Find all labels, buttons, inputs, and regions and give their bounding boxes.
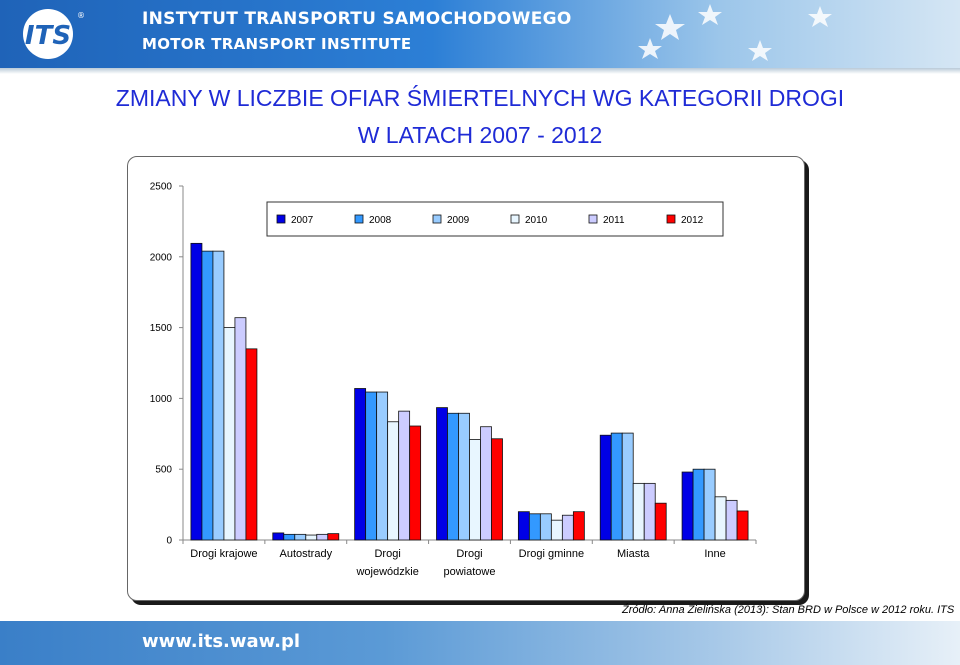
bar	[234, 317, 247, 541]
legend-label: 2008	[369, 215, 392, 226]
bar	[654, 502, 667, 541]
legend-label: 2012	[681, 215, 704, 226]
bar	[632, 482, 645, 541]
bar	[387, 421, 400, 541]
bar	[316, 533, 329, 541]
bar	[458, 412, 470, 541]
bar-chart: 0 500 1000 1500 2000 2500 Drogi krajowe Autostr…	[150, 182, 757, 578]
institute-name-en: MOTOR TRANSPORT INSTITUTE	[142, 35, 412, 53]
bar	[294, 533, 307, 541]
bar	[409, 425, 422, 541]
y-tick-label: 500	[155, 465, 172, 476]
x-tick-label: Drogi krajowe	[190, 548, 257, 560]
legend-label: 2011	[603, 215, 625, 226]
svg-text:ITS: ITS	[25, 21, 71, 51]
bar	[447, 412, 459, 541]
bar	[703, 468, 716, 541]
institute-name-pl: INSTYTUT TRANSPORTU SAMOCHODOWEGO	[142, 9, 572, 29]
legend-swatch	[354, 214, 364, 224]
bar	[528, 513, 541, 541]
x-tick-label: Autostrady	[279, 548, 332, 560]
y-tick-label: 2500	[150, 182, 173, 193]
bar	[245, 348, 258, 541]
footer-banner: www.its.waw.pl	[0, 621, 960, 665]
legend-swatch	[588, 214, 598, 224]
header-shadow	[0, 68, 960, 74]
bar	[599, 434, 612, 541]
bar	[398, 410, 411, 541]
bar	[539, 513, 552, 541]
x-tick-label: Drogi	[374, 548, 400, 560]
page-title-line2: W LATACH 2007 - 2012	[357, 122, 603, 148]
bar	[223, 327, 236, 541]
legend-label: 2007	[291, 215, 314, 226]
bar	[714, 496, 727, 541]
source-note: Źródło: Anna Zielińska (2013): Stan BRD …	[622, 604, 955, 616]
header-banner: ITS ® INSTYTUT TRANSPORTU SAMOCHODOWEGO …	[0, 0, 960, 68]
x-tick-label: Inne	[704, 548, 725, 560]
bar	[469, 439, 481, 541]
x-tick-label: Miasta	[617, 548, 650, 560]
page-title-line1: ZMIANY W LICZBIE OFIAR ŚMIERTELNYCH WG K…	[115, 85, 845, 111]
x-tick-label: wojewódzkie	[355, 566, 418, 578]
x-tick-label: Drogi gminne	[519, 548, 584, 560]
bar	[725, 499, 738, 541]
bar	[736, 510, 749, 541]
bar	[365, 391, 378, 541]
bar	[550, 519, 563, 541]
stars-decoration	[638, 4, 832, 61]
x-tick-label: powiatowe	[444, 566, 496, 578]
legend-swatch	[276, 214, 286, 224]
legend-label: 2009	[447, 215, 470, 226]
chart-frame: 0 500 1000 1500 2000 2500 Drogi krajowe Autostr…	[127, 156, 805, 601]
bar	[681, 471, 694, 541]
y-tick-label: 1000	[150, 394, 173, 405]
bar	[190, 242, 203, 541]
bar	[327, 533, 340, 541]
bar	[610, 432, 623, 541]
legend-swatch	[510, 214, 520, 224]
bar	[572, 511, 585, 541]
legend-label: 2010	[525, 215, 548, 226]
svg-text:®: ®	[77, 11, 84, 20]
y-tick-label: 0	[166, 536, 172, 547]
bar	[272, 532, 285, 541]
legend-swatch	[432, 214, 442, 224]
bar	[212, 250, 225, 541]
y-tick-label: 2000	[150, 252, 173, 263]
bar	[480, 426, 492, 541]
bar	[305, 534, 318, 541]
x-tick-label: Drogi	[456, 548, 482, 560]
its-logo: ITS ®	[23, 9, 84, 59]
bar	[201, 250, 214, 541]
bar	[643, 482, 656, 541]
bar	[692, 468, 705, 541]
y-tick-label: 1500	[150, 323, 173, 334]
bar	[376, 391, 389, 541]
bar	[621, 432, 634, 541]
footer-url: www.its.waw.pl	[142, 631, 301, 652]
bar	[436, 407, 448, 541]
bar	[491, 438, 503, 541]
bar	[517, 511, 530, 541]
bar	[354, 388, 367, 541]
legend-swatch	[666, 214, 676, 224]
legend-box	[266, 201, 724, 237]
bar	[561, 514, 574, 541]
bar	[283, 533, 296, 541]
